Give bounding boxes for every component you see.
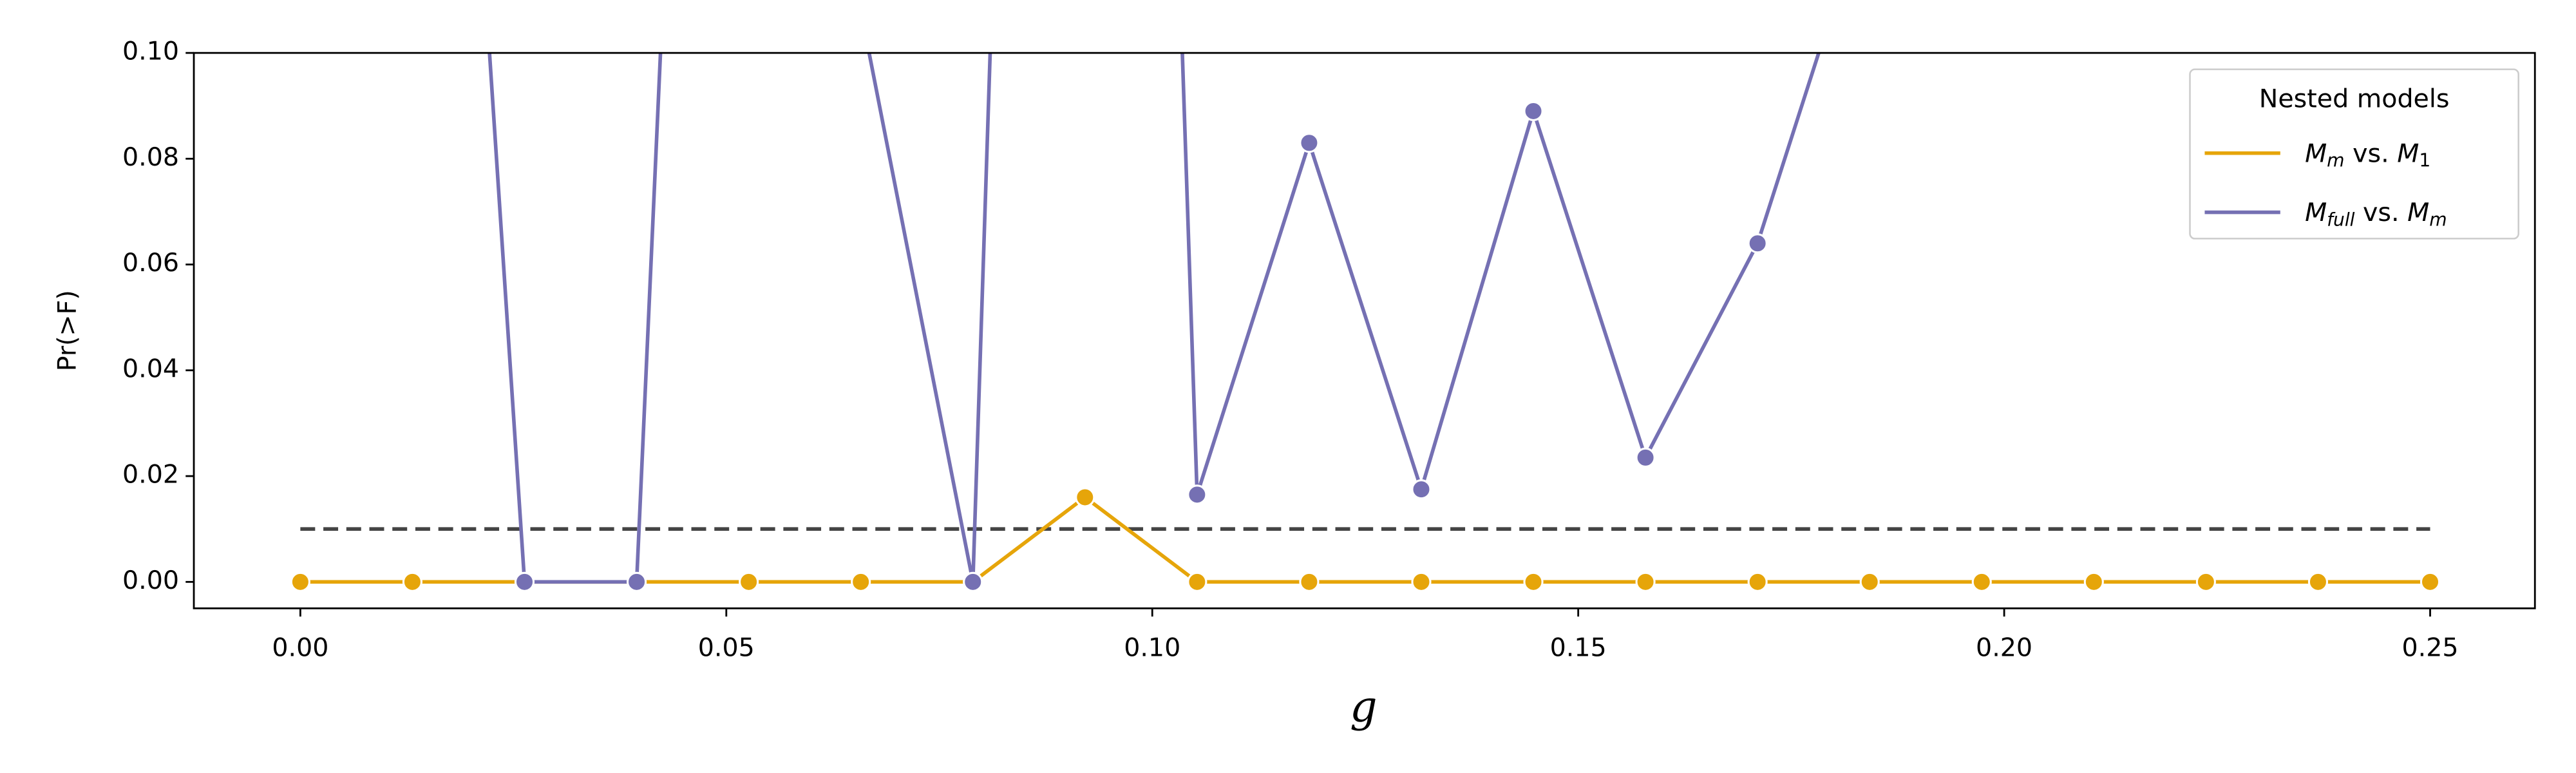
y-tick-label: 0.06	[122, 248, 179, 278]
y-tick-label: 0.00	[122, 566, 179, 595]
data-point	[1299, 571, 1320, 592]
data-point	[1187, 484, 1208, 505]
data-point	[1523, 571, 1544, 592]
y-tick-label: 0.04	[122, 354, 179, 383]
data-point	[2420, 571, 2441, 592]
data-point	[514, 571, 535, 592]
data-point	[2195, 571, 2216, 592]
x-tick-label: 0.05	[698, 633, 755, 663]
data-point	[1635, 571, 1656, 592]
data-point	[1747, 571, 1768, 592]
data-point	[1523, 100, 1544, 122]
data-point	[1859, 571, 1880, 592]
data-point	[852, 1, 870, 19]
data-point	[1747, 233, 1768, 254]
data-point	[1299, 133, 1320, 153]
data-point	[2307, 571, 2329, 592]
data-point	[1187, 571, 1208, 592]
data-point	[2083, 571, 2104, 592]
data-point	[402, 571, 422, 592]
data-point	[851, 571, 871, 592]
data-point	[1075, 487, 1095, 508]
x-tick-label: 0.10	[1124, 633, 1180, 663]
x-tick-label: 0.20	[1976, 633, 2032, 663]
series-line	[488, 53, 1821, 584]
data-point	[1411, 479, 1432, 500]
x-axis-label: g	[1350, 682, 1377, 732]
axes-frame	[193, 52, 2536, 609]
legend-box	[2189, 68, 2519, 240]
series-line	[300, 495, 2430, 584]
legend-title: Nested models	[2259, 84, 2450, 114]
data-point	[626, 571, 647, 592]
y-tick-label: 0.08	[122, 142, 179, 172]
x-tick-label: 0.25	[2401, 633, 2458, 663]
data-point	[290, 571, 310, 592]
y-tick-label: 0.02	[122, 460, 179, 490]
data-point	[963, 571, 983, 592]
x-tick-label: 0.00	[272, 633, 328, 663]
y-tick-label: 0.10	[122, 37, 179, 66]
data-point	[1411, 571, 1432, 592]
data-point	[1635, 447, 1656, 468]
data-point	[1971, 571, 1992, 592]
legend-label: Mm​ vs. M1​	[2305, 138, 2430, 171]
legend-label: Mfull​ vs. Mm​	[2305, 198, 2447, 231]
data-point	[739, 571, 759, 592]
plot-area	[290, 1, 2441, 592]
x-tick-label: 0.15	[1550, 633, 1607, 663]
y-axis-label: Pr(>F)	[53, 290, 82, 371]
